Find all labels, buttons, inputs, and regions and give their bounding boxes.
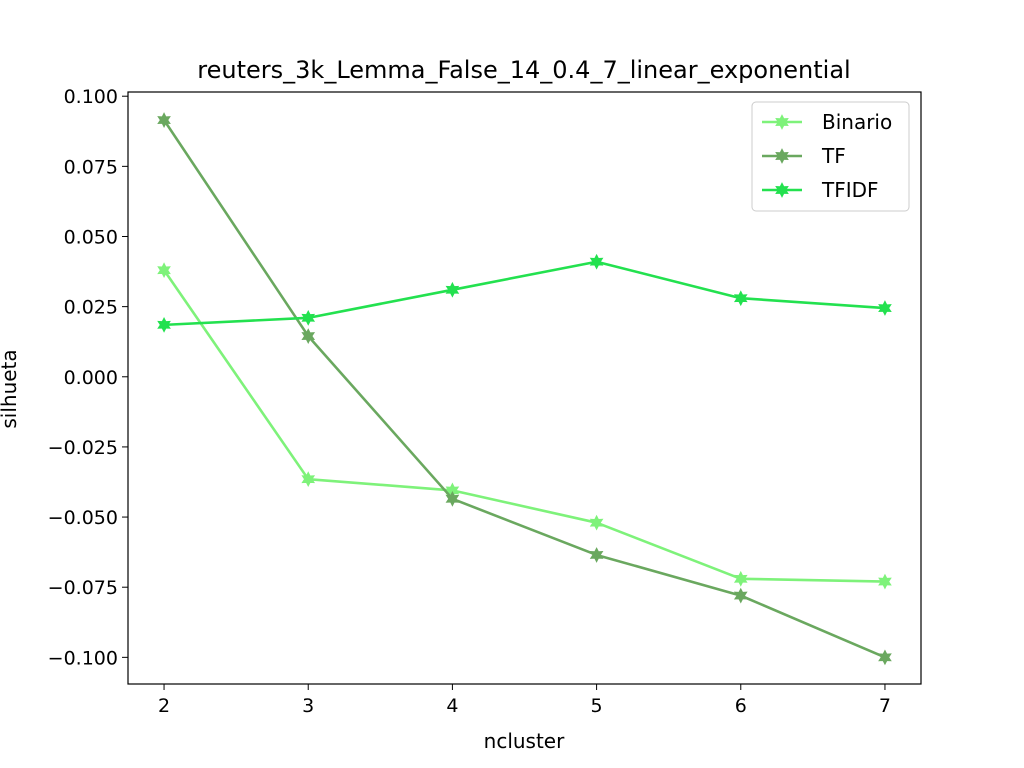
data-point — [878, 573, 892, 590]
series-tfidf — [157, 253, 892, 333]
plot-frame — [127, 91, 922, 685]
data-point — [301, 471, 316, 488]
data-point — [301, 328, 316, 344]
data-point — [589, 547, 604, 563]
y-tick-label: −0.075 — [48, 577, 118, 599]
x-tick-label: 7 — [879, 695, 891, 717]
series-line — [163, 260, 886, 327]
series-binario — [157, 262, 892, 590]
legend-label: TF — [821, 144, 846, 168]
data-point — [157, 316, 171, 333]
y-tick-label: 0.025 — [64, 297, 118, 319]
legend-entry: Binario — [762, 110, 892, 134]
x-tick-label: 5 — [591, 695, 603, 717]
data-point — [733, 290, 748, 307]
data-point — [589, 514, 604, 531]
chart-title: reuters_3k_Lemma_False_14_0.4_7_linear_e… — [197, 56, 850, 84]
data-point — [733, 587, 748, 604]
legend-marker — [775, 182, 789, 198]
data-point — [878, 649, 892, 666]
legend-marker — [775, 148, 789, 164]
y-axis-label: silhueta — [0, 349, 21, 428]
legend-label: TFIDF — [821, 178, 879, 202]
data-point — [878, 300, 892, 316]
legend-entry: TF — [762, 144, 846, 168]
legend-label: Binario — [822, 110, 892, 134]
data-point — [157, 112, 171, 128]
series-line — [162, 269, 885, 583]
x-tick-label: 4 — [446, 695, 458, 717]
y-tick-label: −0.025 — [48, 437, 118, 459]
data-point — [733, 570, 748, 587]
plot-layer: 2 3 4 5 6 7 0.100 0.075 0.050 0.025 0.000 −0.025 −0.… — [48, 86, 892, 717]
data-point — [301, 309, 316, 326]
x-axis-label: ncluster — [484, 729, 565, 753]
y-tick-label: 0.075 — [64, 156, 118, 178]
x-tick-label: 3 — [302, 695, 314, 717]
data-point — [157, 262, 171, 279]
x-tick-label: 6 — [735, 695, 747, 717]
data-point — [445, 490, 460, 507]
legend-marker — [775, 114, 789, 130]
y-tick-label: −0.100 — [48, 647, 118, 669]
data-point — [445, 281, 460, 298]
x-tick-label: 2 — [158, 695, 170, 717]
data-point — [589, 253, 604, 270]
series-tf — [157, 112, 892, 666]
legend-entry: TFIDF — [762, 178, 879, 202]
legend: Binario TF TFIDF — [751, 101, 910, 212]
series-line — [162, 119, 886, 659]
y-tick-label: 0.100 — [64, 86, 118, 108]
y-tick-label: −0.050 — [48, 507, 118, 529]
y-tick-label: 0.050 — [64, 226, 118, 248]
y-tick-label: 0.000 — [64, 367, 118, 389]
legend-box — [751, 101, 910, 212]
